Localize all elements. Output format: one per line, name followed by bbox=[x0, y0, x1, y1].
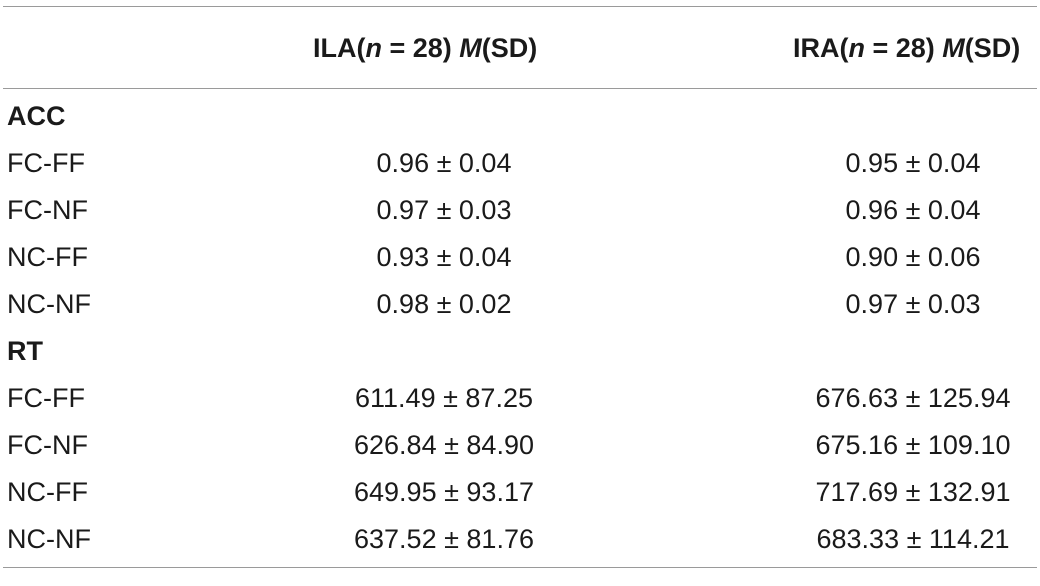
header-ila-prefix: ILA( bbox=[313, 33, 366, 63]
condition-label: FC-NF bbox=[7, 430, 88, 460]
ira-value: 0.96 ± 0.04 bbox=[845, 195, 981, 225]
header-ila-mid: = 28) bbox=[381, 33, 460, 63]
table-row: FC-NF 0.97 ± 0.03 0.96 ± 0.04 bbox=[3, 187, 1037, 234]
section-title: RT bbox=[7, 336, 43, 366]
table-header: ILA(n = 28) M(SD) IRA(n = 28) M(SD) bbox=[3, 7, 1037, 89]
ila-value: 637.52 ± 81.76 bbox=[354, 524, 534, 554]
header-ira-prefix: IRA( bbox=[793, 33, 849, 63]
ira-value: 683.33 ± 114.21 bbox=[816, 524, 1010, 554]
ira-value: 0.97 ± 0.03 bbox=[845, 289, 981, 319]
header-ila-m: M bbox=[459, 33, 482, 63]
table-row: NC-FF 0.93 ± 0.04 0.90 ± 0.06 bbox=[3, 234, 1037, 281]
ila-value: 0.98 ± 0.02 bbox=[376, 289, 512, 319]
results-table: ILA(n = 28) M(SD) IRA(n = 28) M(SD) ACC … bbox=[3, 6, 1037, 568]
table-row: NC-FF 649.95 ± 93.17 717.69 ± 132.91 bbox=[3, 469, 1037, 516]
ila-value: 0.93 ± 0.04 bbox=[376, 242, 512, 272]
condition-label: FC-NF bbox=[7, 195, 88, 225]
header-ila-n: n bbox=[365, 33, 382, 63]
header-ira-m: M bbox=[942, 33, 965, 63]
ira-value: 717.69 ± 132.91 bbox=[815, 477, 1011, 507]
table-body: ACC FC-FF 0.96 ± 0.04 0.95 ± 0.04 FC-NF … bbox=[3, 93, 1037, 567]
condition-label: FC-FF bbox=[7, 383, 85, 413]
condition-label: NC-FF bbox=[7, 477, 88, 507]
table-row: NC-NF 637.52 ± 81.76 683.33 ± 114.21 bbox=[3, 516, 1037, 567]
ira-value: 0.95 ± 0.04 bbox=[845, 148, 981, 178]
ila-value: 626.84 ± 84.90 bbox=[354, 430, 534, 460]
section-row-acc: ACC bbox=[3, 93, 1037, 140]
header-ila-suffix: (SD) bbox=[481, 33, 538, 63]
ila-value: 611.49 ± 87.25 bbox=[355, 383, 533, 413]
ila-value: 0.97 ± 0.03 bbox=[376, 195, 512, 225]
ila-value: 649.95 ± 93.17 bbox=[354, 477, 534, 507]
section-row-rt: RT bbox=[3, 328, 1037, 375]
ila-value: 0.96 ± 0.04 bbox=[376, 148, 512, 178]
header-ira: IRA(n = 28) M(SD) bbox=[793, 33, 1020, 64]
table-row: FC-FF 0.96 ± 0.04 0.95 ± 0.04 bbox=[3, 140, 1037, 187]
condition-label: FC-FF bbox=[7, 148, 85, 178]
header-ira-suffix: (SD) bbox=[964, 33, 1021, 63]
ira-value: 675.16 ± 109.10 bbox=[815, 430, 1011, 460]
condition-label: NC-FF bbox=[7, 242, 88, 272]
ira-value: 676.63 ± 125.94 bbox=[815, 383, 1011, 413]
ira-value: 0.90 ± 0.06 bbox=[845, 242, 981, 272]
condition-label: NC-NF bbox=[7, 289, 91, 319]
condition-label: NC-NF bbox=[7, 524, 91, 554]
table-row: FC-FF 611.49 ± 87.25 676.63 ± 125.94 bbox=[3, 375, 1037, 422]
header-ira-n: n bbox=[848, 33, 866, 63]
table-row: NC-NF 0.98 ± 0.02 0.97 ± 0.03 bbox=[3, 281, 1037, 328]
header-ira-mid: = 28) bbox=[865, 33, 943, 63]
table-row: FC-NF 626.84 ± 84.90 675.16 ± 109.10 bbox=[3, 422, 1037, 469]
header-ila: ILA(n = 28) M(SD) bbox=[313, 33, 537, 64]
section-title: ACC bbox=[7, 101, 66, 131]
